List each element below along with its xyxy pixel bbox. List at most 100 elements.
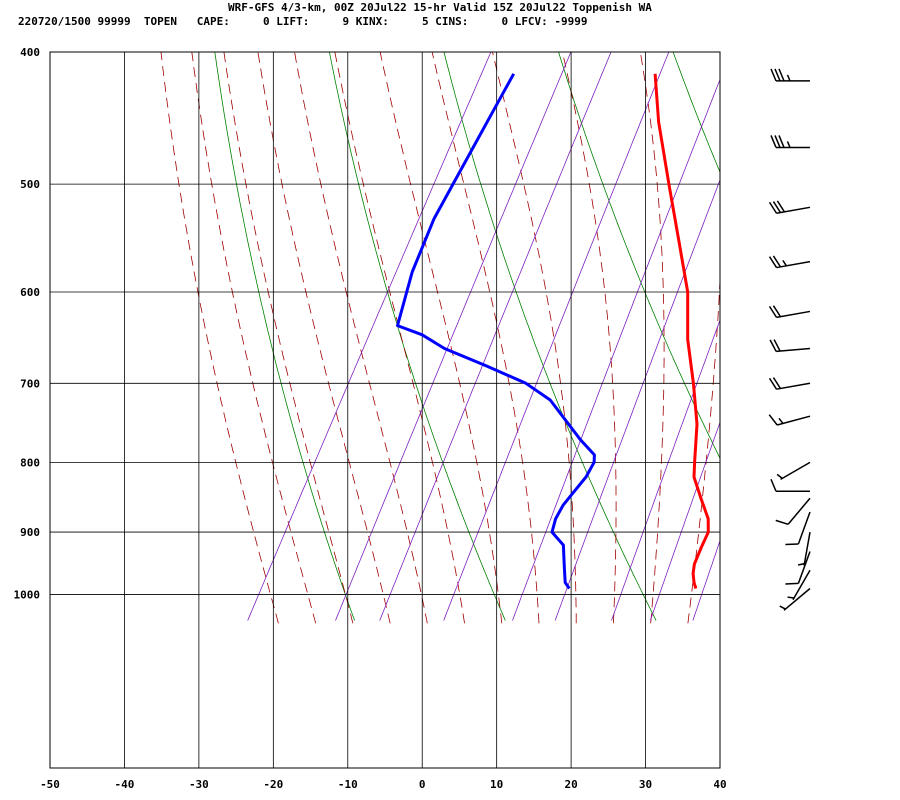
- barb-flag: [772, 201, 782, 213]
- barb-flag: [770, 478, 777, 492]
- moist-adiabat-line: [257, 52, 391, 624]
- wind-barb: [768, 377, 811, 390]
- barb-staff: [776, 415, 811, 426]
- mixing-ratio-line: [734, 45, 900, 621]
- x-tick-label: 10: [490, 778, 503, 791]
- moist-adiabat-line: [191, 52, 317, 624]
- mixing-ratio-line: [247, 52, 492, 621]
- wind-barb: [770, 68, 810, 82]
- barb-flag: [768, 377, 778, 390]
- barb-staff: [776, 310, 811, 319]
- barb-staff: [787, 497, 811, 525]
- barb-flag: [768, 305, 778, 318]
- x-tick-label: 40: [713, 778, 726, 791]
- y-tick-label: 1000: [14, 588, 41, 601]
- mixing-ratio-line: [649, 421, 720, 621]
- barb-flag: [770, 135, 777, 148]
- y-tick-label: 500: [20, 178, 40, 191]
- mixing-ratio-line: [773, 45, 900, 621]
- dewpoint-profile-line: [396, 73, 596, 590]
- moist-adiabat-line: [492, 52, 577, 624]
- barb-flag: [775, 519, 789, 525]
- barb-staff: [803, 531, 811, 566]
- moist-adiabat-line: [725, 46, 794, 623]
- barb-staff: [780, 461, 811, 480]
- x-tick-label: -30: [189, 778, 209, 791]
- temperature-profile-line: [653, 73, 710, 589]
- wind-barb: [770, 135, 810, 149]
- barb-staff: [797, 551, 811, 584]
- dry-adiabat-line: [443, 52, 657, 621]
- adiabat-background: [160, 45, 900, 624]
- mixing-ratio-line: [379, 52, 612, 621]
- moist-adiabat-line: [800, 46, 900, 623]
- y-tick-label: 900: [20, 526, 40, 539]
- barb-staff: [776, 347, 811, 353]
- x-tick-label: -50: [40, 778, 60, 791]
- wind-barb: [787, 569, 811, 601]
- y-tick-label: 400: [20, 46, 40, 59]
- wind-barb: [776, 461, 811, 480]
- axis-ticks: 400 500 600 700 800 900 1000 -50 -40 -30 -20 -10 0 10…: [14, 46, 727, 791]
- mixing-ratio-line: [692, 539, 720, 621]
- barb-half-flag: [786, 74, 791, 82]
- barb-flag: [768, 201, 778, 214]
- wind-barb: [785, 551, 811, 585]
- barb-half-flag: [797, 562, 805, 566]
- moist-adiabat-line: [223, 52, 354, 624]
- barb-staff: [792, 569, 811, 601]
- barb-half-flag: [779, 605, 786, 610]
- barb-staff: [776, 260, 811, 269]
- wind-barb: [779, 587, 811, 611]
- barb-flag: [768, 256, 778, 268]
- wind-barbs: [768, 68, 811, 611]
- y-tick-label: 700: [20, 377, 40, 390]
- mixing-ratio-line: [512, 78, 720, 621]
- sounding-indices: 220720/1500 99999 TOPEN CAPE: 0 LIFT: 9 …: [18, 15, 588, 28]
- wind-barb: [775, 497, 811, 525]
- chart-title: WRF-GFS 4/3-km, 00Z 20Jul22 15-hr Valid …: [228, 1, 652, 14]
- barb-flag: [778, 68, 785, 82]
- dry-adiabat-line: [214, 52, 355, 621]
- moist-adiabat-line: [762, 46, 859, 623]
- barb-staff: [783, 587, 811, 611]
- x-tick-label: 20: [564, 778, 577, 791]
- x-tick-label: 0: [419, 778, 426, 791]
- wind-barb: [768, 414, 811, 426]
- barb-flag: [769, 339, 777, 352]
- barb-half-flag: [776, 473, 783, 479]
- barb-flag: [772, 305, 782, 318]
- wind-barb: [785, 511, 811, 546]
- wind-barb: [797, 531, 811, 566]
- barb-staff: [776, 206, 811, 214]
- moist-adiabat-line: [334, 52, 465, 624]
- barb-staff: [797, 511, 811, 545]
- mixing-ratio-line: [443, 52, 670, 621]
- moist-adiabat-line: [431, 52, 540, 624]
- wind-barb: [768, 200, 811, 214]
- moist-adiabat-line: [379, 52, 503, 624]
- x-tick-label: 30: [639, 778, 652, 791]
- barb-half-flag: [787, 596, 795, 599]
- barb-half-flag: [778, 417, 784, 424]
- barb-flag: [768, 414, 778, 426]
- mixing-ratio-line: [611, 318, 720, 621]
- wind-barb: [768, 255, 811, 269]
- moist-adiabat-line: [639, 52, 665, 624]
- barb-flag: [785, 543, 799, 546]
- barb-flag: [776, 200, 786, 213]
- barb-flag: [772, 377, 782, 389]
- barb-half-flag: [786, 141, 791, 148]
- mixing-ratio-line: [335, 52, 572, 621]
- barb-flag: [772, 255, 782, 268]
- barb-flag: [773, 339, 781, 352]
- barb-flag: [770, 68, 777, 82]
- wind-barb: [770, 478, 810, 492]
- isobar-isotherm-grid: [50, 51, 720, 768]
- y-tick-label: 600: [20, 286, 40, 299]
- plot-frame: [49, 51, 721, 769]
- mixing-ratio-line: [554, 178, 720, 621]
- moist-adiabat-line: [294, 52, 428, 624]
- x-tick-label: -40: [115, 778, 135, 791]
